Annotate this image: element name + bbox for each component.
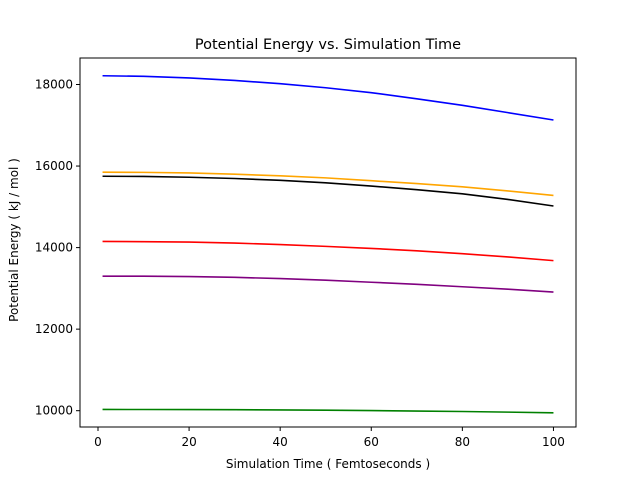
x-tick-label: 80 [455, 435, 470, 449]
y-tick-label: 10000 [35, 404, 73, 418]
series-line-2 [102, 171, 554, 197]
y-axis-label: Potential Energy ( kJ / mol ) [7, 158, 21, 322]
series-layer [102, 74, 554, 414]
chart-title: Potential Energy vs. Simulation Time [195, 37, 461, 53]
series-line-5 [102, 275, 554, 293]
y-tick-label: 12000 [35, 322, 73, 336]
series-line-3 [102, 175, 554, 207]
series-line-1 [102, 74, 554, 121]
y-tick-label: 16000 [35, 159, 73, 173]
series-line-4 [102, 240, 554, 262]
plot-frame [79, 57, 577, 428]
y-tick-label: 18000 [35, 78, 73, 92]
series-line-6 [102, 408, 554, 414]
x-tick-label: 40 [273, 435, 288, 449]
x-tick-label: 100 [542, 435, 565, 449]
x-tick-label: 0 [94, 435, 102, 449]
axes-layer: 0 20 40 60 80 100 10000 12000 14000 16000 18000 [35, 57, 577, 449]
x-axis-label: Simulation Time ( Femtoseconds ) [226, 457, 430, 471]
y-tick-label: 14000 [35, 241, 73, 255]
x-tick-label: 60 [364, 435, 379, 449]
x-tick-label: 20 [181, 435, 196, 449]
